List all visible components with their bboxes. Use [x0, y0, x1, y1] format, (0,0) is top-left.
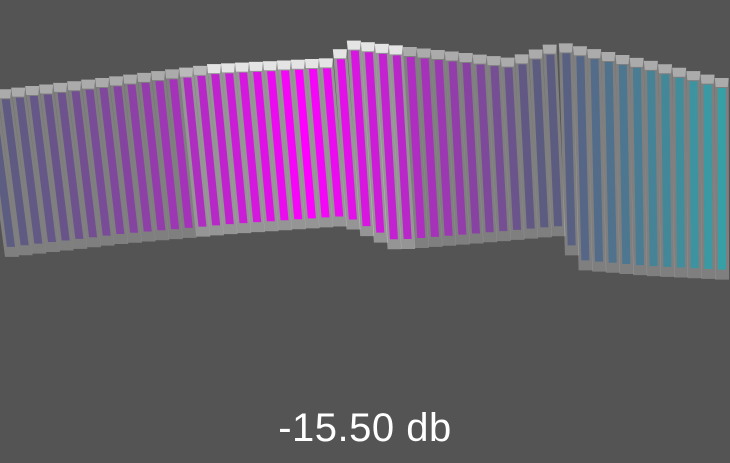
meter-bar [715, 78, 729, 280]
meter-bar-cap [53, 83, 67, 92]
meter-bar-cap [445, 52, 459, 61]
meter-bar-cap [601, 52, 615, 61]
meter-bar-cap [559, 43, 573, 52]
meter-bar-cap [686, 71, 700, 80]
meter-bar-cap [375, 44, 389, 53]
meter-bar-cap [501, 58, 515, 67]
meter-bar-cap [39, 84, 53, 93]
meter-bar-cap [403, 47, 417, 56]
meter-bar-core [718, 88, 726, 270]
meter-bar-cap [459, 53, 473, 62]
meter-bar-cap [615, 55, 629, 64]
meter-bar-cap [417, 48, 431, 57]
meter-bar-cap [658, 64, 672, 73]
meter-bar-cap [263, 61, 277, 70]
meter-bar-cap [249, 62, 263, 71]
meter-bar [644, 61, 661, 276]
meter-bar-cap [123, 75, 137, 84]
meter-bar [701, 75, 716, 279]
meter-bar-cap [515, 54, 529, 63]
meter-bar-cap [529, 49, 543, 58]
meter-bar-cap [221, 63, 235, 72]
meter-bar-cap [389, 45, 403, 54]
meter-bar-cap [291, 60, 305, 69]
meter-bar-cap [95, 78, 109, 87]
meter-bar-cap [305, 59, 319, 68]
meter-bar-cap [573, 46, 587, 55]
meter-bar-cap [587, 49, 601, 58]
meter-bar-cap [361, 42, 375, 51]
meter-bar-core [704, 85, 713, 269]
meter-bar-cap [319, 58, 333, 67]
meter-bar-cap [151, 71, 165, 80]
meter-bar-cap [431, 50, 445, 59]
meter-bar-cap [487, 56, 501, 65]
meter-bar-cap [333, 49, 347, 58]
db-level-readout: -15.50 db [0, 400, 730, 456]
meter-bar-cap [207, 64, 221, 73]
meter-bar-cap [11, 88, 25, 97]
meter-bar [672, 68, 688, 278]
meter-bar-cap [543, 45, 557, 54]
meter-bar-cap [644, 61, 658, 70]
meter-bar-cap [701, 75, 715, 84]
meter-bar-cap [235, 63, 249, 72]
meter-bar-cap [277, 60, 291, 69]
meter-bar-cap [25, 86, 39, 95]
meter-bar-cap [193, 66, 207, 75]
meter-bar [686, 71, 701, 278]
meter-bar-cap [630, 58, 644, 67]
meter-bar-cap [179, 68, 193, 77]
meter-bar-cap [0, 89, 11, 98]
meter-bar-cap [109, 76, 123, 85]
meter-bar-core [675, 78, 685, 268]
meter-bar-cap [67, 81, 81, 90]
meter-bar-cap [347, 41, 361, 50]
meter-bar-cap [473, 55, 487, 64]
meter-bar-core [689, 81, 698, 268]
meter-bar-cap [715, 78, 729, 87]
meter-bar-cap [672, 68, 686, 77]
meter-bar [658, 64, 674, 277]
meter-bar-cap [165, 69, 179, 78]
meter-bar-cap [137, 73, 151, 82]
meter-bar-cap [81, 80, 95, 89]
